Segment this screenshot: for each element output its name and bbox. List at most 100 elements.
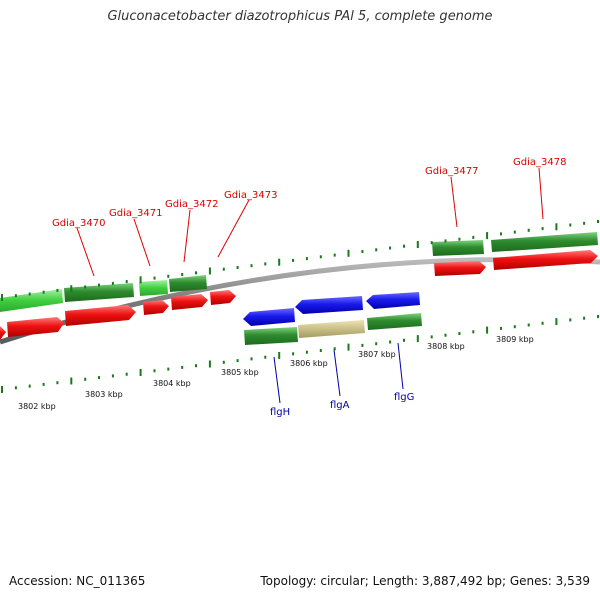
minor-tick (250, 264, 253, 268)
minor-tick (361, 250, 364, 253)
gene-arrow-reverse (171, 294, 208, 310)
minor-tick (527, 323, 530, 327)
minor-tick (56, 288, 59, 292)
major-tick (486, 232, 489, 240)
minor-tick (28, 292, 31, 296)
gene-arrow-reverse (65, 305, 136, 326)
minor-tick (597, 315, 599, 318)
minor-tick (222, 267, 225, 271)
leader-line (273, 356, 281, 404)
minor-tick (333, 347, 336, 351)
leader-line (450, 176, 458, 228)
minor-tick (292, 258, 295, 262)
gene-label-flgh: flgH (270, 407, 290, 418)
minor-tick (305, 350, 308, 354)
scale-labels: 3802 kbp 3803 kbp 3804 kbp 3805 kbp 3806… (18, 335, 534, 411)
minor-tick (292, 352, 295, 356)
gene-label-gdia-3472: Gdia_3472 (165, 199, 218, 210)
minor-tick (125, 280, 128, 284)
major-tick (416, 335, 419, 343)
minor-tick (513, 325, 516, 329)
major-tick (70, 377, 73, 385)
minor-tick (319, 349, 322, 352)
minor-tick (264, 355, 267, 359)
major-tick (70, 285, 73, 293)
minor-tick (430, 335, 433, 339)
minor-tick (84, 377, 87, 381)
gene-arrow-flgg (366, 292, 420, 309)
major-tick (208, 360, 211, 368)
leader-line (397, 342, 404, 390)
gene-block-forward (367, 313, 422, 330)
minor-tick (181, 273, 184, 276)
minor-tick (333, 253, 336, 257)
minor-tick (375, 342, 378, 346)
minor-tick (181, 365, 184, 369)
minor-tick (500, 326, 502, 330)
major-tick (555, 223, 558, 231)
gene-arrow-flga (295, 296, 363, 314)
minor-tick (111, 281, 114, 285)
leader-line (133, 218, 151, 267)
major-tick (347, 343, 350, 351)
tick-label-3806: 3806 kbp (290, 359, 328, 368)
minor-tick (153, 369, 156, 373)
minor-tick (458, 332, 461, 335)
minor-tick (167, 367, 170, 371)
minor-tick (430, 241, 433, 245)
minor-tick (42, 382, 45, 386)
red-gene-annotations: Gdia_3470 Gdia_3471 Gdia_3472 Gdia_3473 … (52, 157, 566, 277)
minor-tick (444, 333, 447, 337)
minor-tick (264, 262, 267, 266)
minor-tick (375, 248, 378, 252)
tick-label-3809: 3809 kbp (496, 335, 534, 344)
minor-tick (84, 285, 87, 289)
minor-tick (389, 340, 392, 344)
major-tick (208, 267, 211, 275)
gene-arrow-reverse (7, 317, 64, 337)
minor-tick (153, 276, 156, 280)
minor-tick (167, 274, 170, 278)
major-tick (555, 318, 558, 326)
minor-tick (361, 343, 364, 347)
blue-gene-annotations: flgH flgA flgG (270, 342, 414, 418)
gene-label-gdia-3478: Gdia_3478 (513, 157, 566, 168)
minor-tick (569, 223, 572, 227)
forward-gene-track (0, 232, 598, 345)
tick-label-3807: 3807 kbp (358, 350, 396, 359)
minor-tick (403, 338, 405, 342)
minor-tick (500, 232, 502, 236)
scale-ticks-upper (1, 220, 599, 301)
major-tick (278, 352, 281, 359)
major-tick (347, 249, 350, 257)
gene-block-forward (432, 240, 484, 256)
reverse-gene-track (0, 250, 598, 340)
gene-arrow-reverse (210, 290, 236, 305)
gene-arrow-reverse (493, 250, 598, 270)
minor-tick (98, 376, 100, 380)
minor-tick (597, 220, 599, 223)
major-tick (1, 386, 3, 393)
gene-label-gdia-3470: Gdia_3470 (52, 218, 105, 229)
minor-tick (28, 384, 31, 388)
gene-label-gdia-3471: Gdia_3471 (109, 208, 162, 219)
minor-tick (403, 244, 405, 248)
leader-line (333, 349, 341, 397)
gene-arrow-reverse (434, 261, 486, 276)
gene-label-gdia-3477: Gdia_3477 (425, 166, 478, 177)
leader-line (183, 209, 191, 263)
minor-tick (569, 318, 572, 322)
gene-block-forward (169, 275, 207, 292)
gene-label-flgg: flgG (394, 392, 414, 403)
minor-tick (583, 316, 586, 320)
gene-block-forward (64, 283, 134, 302)
minor-tick (458, 237, 461, 241)
minor-tick (111, 374, 114, 378)
minor-tick (195, 271, 197, 275)
major-tick (139, 369, 142, 376)
minor-tick (14, 294, 17, 298)
minor-tick (513, 230, 516, 234)
minor-tick (14, 386, 17, 390)
minor-tick (125, 372, 128, 376)
